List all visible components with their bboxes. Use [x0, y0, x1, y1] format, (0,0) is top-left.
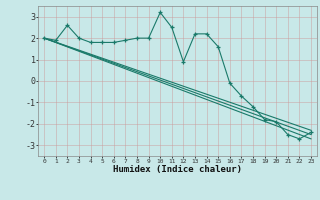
X-axis label: Humidex (Indice chaleur): Humidex (Indice chaleur) — [113, 165, 242, 174]
